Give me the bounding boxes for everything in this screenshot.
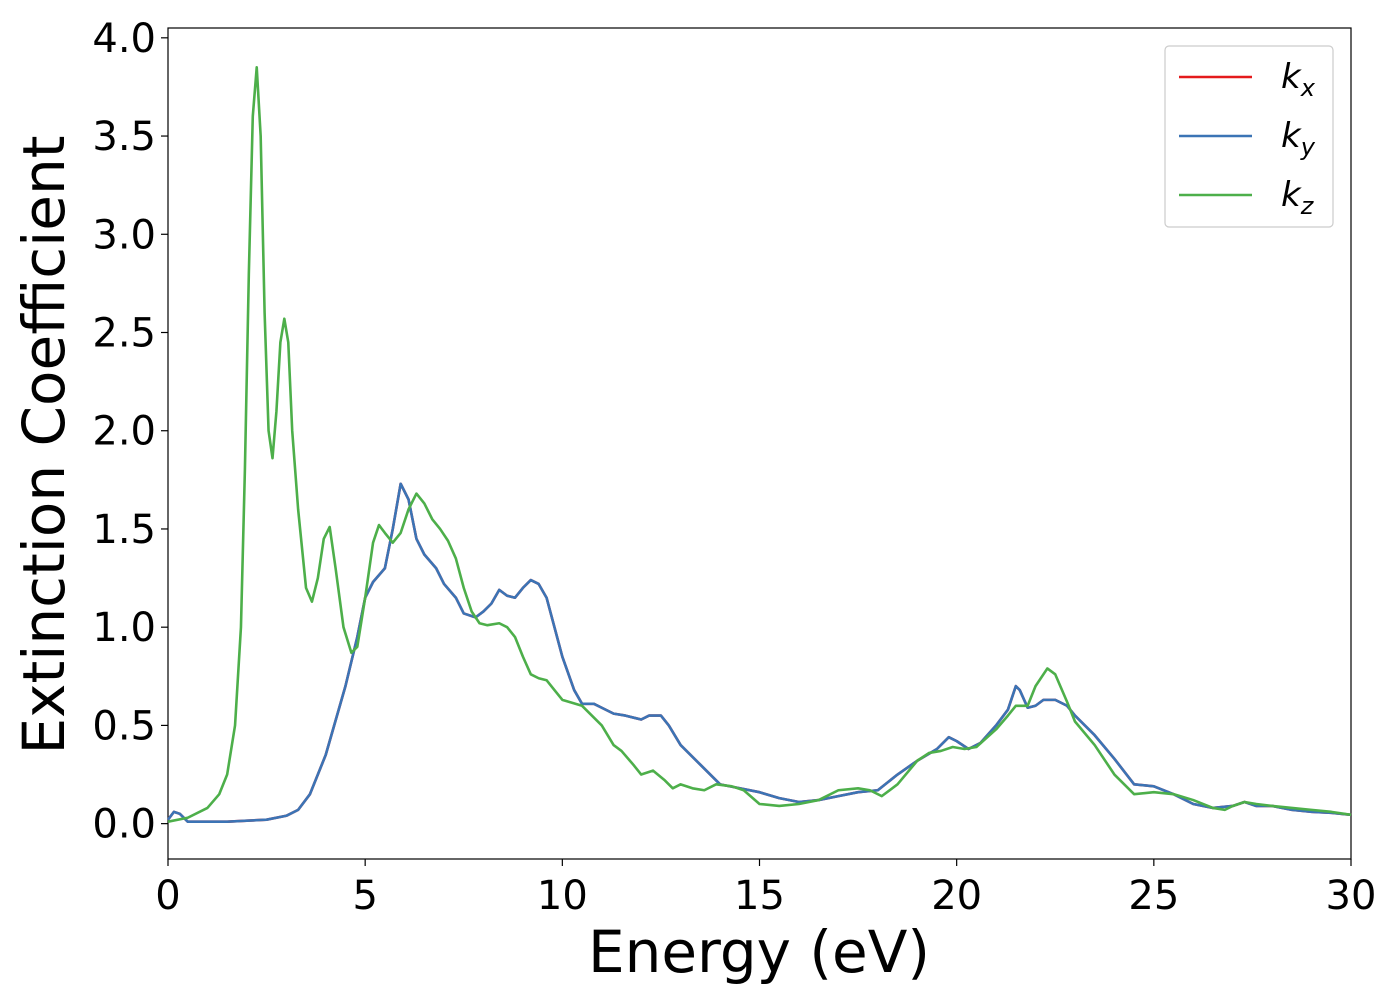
y-axis-ticks: 0.0 0.5 1.0 1.5 2.0 2.5 3.0 3.5 4.0 xyxy=(92,16,168,848)
x-axis-title: Energy (eV) xyxy=(588,918,930,986)
series-layer xyxy=(166,65,1352,823)
x-tick-label: 15 xyxy=(734,873,785,919)
series-line-z xyxy=(167,65,1352,823)
legend-label-x: kx xyxy=(1281,57,1316,102)
y-tick-label: 0.5 xyxy=(92,703,156,749)
legend-label-y: ky xyxy=(1281,116,1316,161)
series-line-y xyxy=(166,482,1352,823)
y-tick-label: 1.0 xyxy=(92,605,156,651)
x-tick-label: 20 xyxy=(931,873,982,919)
x-tick-label: 25 xyxy=(1128,873,1179,919)
y-axis-title: Extinction Coefficient xyxy=(10,136,78,755)
legend: kx ky kz xyxy=(1164,45,1334,228)
y-tick-label: 2.0 xyxy=(92,409,156,455)
y-tick-label: 2.5 xyxy=(92,311,156,357)
y-tick-label: 3.5 xyxy=(92,114,156,160)
x-tick-label: 30 xyxy=(1326,873,1377,919)
legend-items: kx ky kz xyxy=(1179,57,1316,220)
legend-label-z: kz xyxy=(1281,175,1315,220)
x-axis-ticks: 0 5 10 15 20 25 30 xyxy=(155,859,1376,919)
x-tick-label: 10 xyxy=(537,873,588,919)
y-tick-label: 3.0 xyxy=(92,212,156,258)
x-tick-label: 5 xyxy=(352,873,377,919)
y-tick-label: 4.0 xyxy=(92,16,156,62)
plot-area xyxy=(167,27,1352,860)
y-tick-label: 0.0 xyxy=(92,802,156,848)
x-tick-label: 0 xyxy=(155,873,180,919)
y-tick-label: 1.5 xyxy=(92,507,156,553)
